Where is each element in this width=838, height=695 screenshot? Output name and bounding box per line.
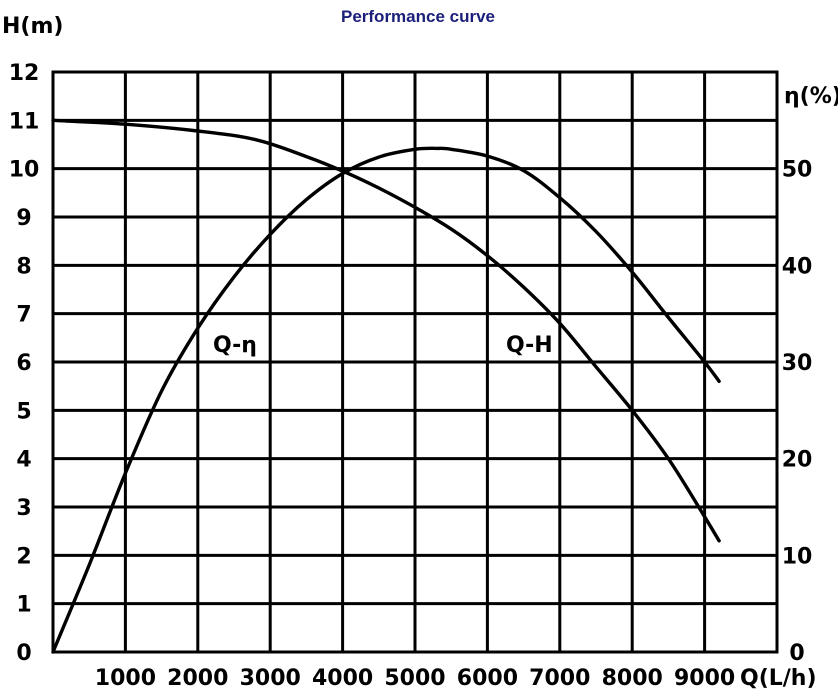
y-axis-label-right: η(%) bbox=[784, 84, 838, 109]
x-tick: 9000 bbox=[674, 666, 735, 691]
y-tick-right: 20 bbox=[782, 448, 813, 473]
y-tick-right: 10 bbox=[782, 544, 813, 569]
x-tick: 4000 bbox=[312, 666, 373, 691]
x-tick: 5000 bbox=[384, 666, 445, 691]
y-tick-left: 11 bbox=[9, 109, 40, 134]
y-tick-left: 1 bbox=[16, 593, 31, 618]
y-tick-right: 0 bbox=[789, 641, 804, 666]
y-tick-right: 30 bbox=[782, 351, 813, 376]
series-line-q-h bbox=[51, 118, 721, 543]
curve-label-q-eta: Q-η bbox=[213, 333, 257, 358]
y-tick-left: 5 bbox=[16, 399, 31, 424]
series-line-q-eta bbox=[51, 146, 721, 654]
chart-title: Performance curve bbox=[341, 7, 495, 26]
y-tick-left: 7 bbox=[16, 303, 31, 328]
x-tick: 1000 bbox=[95, 666, 156, 691]
y-tick-right: 50 bbox=[782, 158, 813, 183]
y-tick-left: 12 bbox=[9, 61, 40, 86]
x-tick: 7000 bbox=[529, 666, 590, 691]
y-tick-right: 40 bbox=[782, 254, 813, 279]
y-tick-left: 4 bbox=[16, 448, 31, 473]
x-tick: 2000 bbox=[167, 666, 228, 691]
x-tick: 8000 bbox=[602, 666, 663, 691]
y-axis-label-left: H(m) bbox=[2, 14, 63, 39]
y-tick-left: 2 bbox=[16, 544, 31, 569]
y-tick-left: 10 bbox=[9, 158, 40, 183]
curve-label-q-h: Q-H bbox=[506, 333, 553, 358]
x-axis-label: Q(L/h) bbox=[740, 666, 817, 691]
y-ticks-right: 0 10 20 30 40 50 bbox=[782, 158, 813, 666]
y-tick-left: 8 bbox=[16, 254, 31, 279]
x-tick: 3000 bbox=[240, 666, 301, 691]
y-tick-left: 6 bbox=[16, 351, 31, 376]
plot-grid bbox=[51, 70, 779, 654]
curves bbox=[51, 118, 721, 654]
y-tick-left: 0 bbox=[16, 641, 31, 666]
y-tick-left: 9 bbox=[16, 206, 31, 231]
x-ticks: 1000 2000 3000 4000 5000 6000 7000 8000 9000 bbox=[95, 666, 735, 691]
x-tick: 6000 bbox=[457, 666, 518, 691]
y-tick-left: 3 bbox=[16, 496, 31, 521]
